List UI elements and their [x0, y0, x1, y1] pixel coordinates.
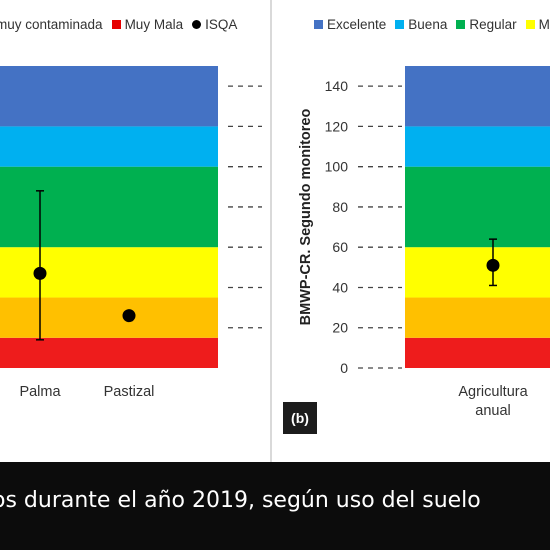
band-1	[405, 297, 550, 338]
y-tick-label: 0	[340, 360, 348, 376]
band-5	[405, 66, 550, 127]
x-category-label: anual	[475, 403, 510, 419]
band-1	[0, 297, 218, 338]
legend-swatch	[314, 20, 323, 29]
x-category-label: Agricultura	[458, 384, 528, 400]
legend-label: Excelente	[327, 17, 387, 32]
legend-swatch	[395, 20, 405, 29]
legend-marker	[192, 20, 202, 29]
legend-item-buena: Buena	[395, 17, 447, 32]
data-point	[486, 258, 500, 272]
y-tick-label: 60	[332, 239, 348, 255]
legend-swatch	[111, 20, 121, 29]
chart-panel-a: muy contaminada Muy Mala ISQA Palma Pasti…	[0, 0, 266, 462]
legend-label: muy contaminada	[0, 17, 103, 32]
legend-item-muy-contaminada: muy contaminada	[0, 17, 103, 32]
legend-item-isqa: ISQA	[192, 17, 237, 32]
x-category-label: Palma	[19, 384, 61, 400]
legend-a: muy contaminada Muy Mala ISQA	[0, 17, 246, 32]
band-0	[405, 337, 550, 368]
y-tick-label: 100	[325, 159, 349, 175]
band-5	[0, 66, 218, 127]
y-axis-title: BMWP-CR. Segundo monitoreo	[298, 109, 314, 326]
chart-panel-b: Excelente Buena Regular Ma 0 20 40 60 80 100 1…	[276, 0, 550, 462]
panel-label-b: (b)	[283, 402, 317, 434]
legend-swatch	[456, 20, 466, 29]
band-3	[0, 166, 218, 248]
legend-item-excelente: Excelente	[314, 17, 386, 32]
band-4	[0, 126, 218, 167]
data-point	[33, 266, 47, 280]
y-tick-label: 20	[332, 320, 348, 336]
y-tick-label: 80	[332, 199, 348, 215]
band-3	[405, 166, 550, 248]
legend-label: Regular	[469, 17, 517, 32]
panel-divider	[270, 0, 272, 462]
legend-label: Buena	[408, 17, 448, 32]
legend-swatch	[525, 20, 535, 29]
data-point	[122, 309, 136, 323]
legend-item-mala: Ma	[525, 17, 550, 32]
x-category-label: Pastizal	[104, 384, 155, 400]
legend-label: ISQA	[205, 17, 238, 32]
figure-caption: os durante el año 2019, según uso del su…	[0, 488, 481, 513]
y-tick-label: 120	[325, 118, 349, 134]
legend-label: Ma	[538, 17, 550, 32]
caption-bar: os durante el año 2019, según uso del su…	[0, 462, 550, 550]
y-tick-label: 140	[325, 78, 349, 94]
band-2	[0, 247, 218, 298]
band-4	[405, 126, 550, 167]
chart-b-plot: 0 20 40 60 80 100 120 140 BMWP-CR. Segundo monit…	[298, 66, 550, 419]
y-tick-label: 40	[332, 279, 348, 295]
legend-item-regular: Regular	[456, 17, 517, 32]
legend-label: Muy Mala	[124, 17, 184, 32]
chart-a-plot: Palma Pastizal	[0, 66, 262, 400]
legend-item-muy-mala: Muy Mala	[111, 17, 184, 32]
band-2	[405, 247, 550, 298]
band-0	[0, 337, 218, 368]
legend-b: Excelente Buena Regular Ma	[314, 17, 550, 32]
